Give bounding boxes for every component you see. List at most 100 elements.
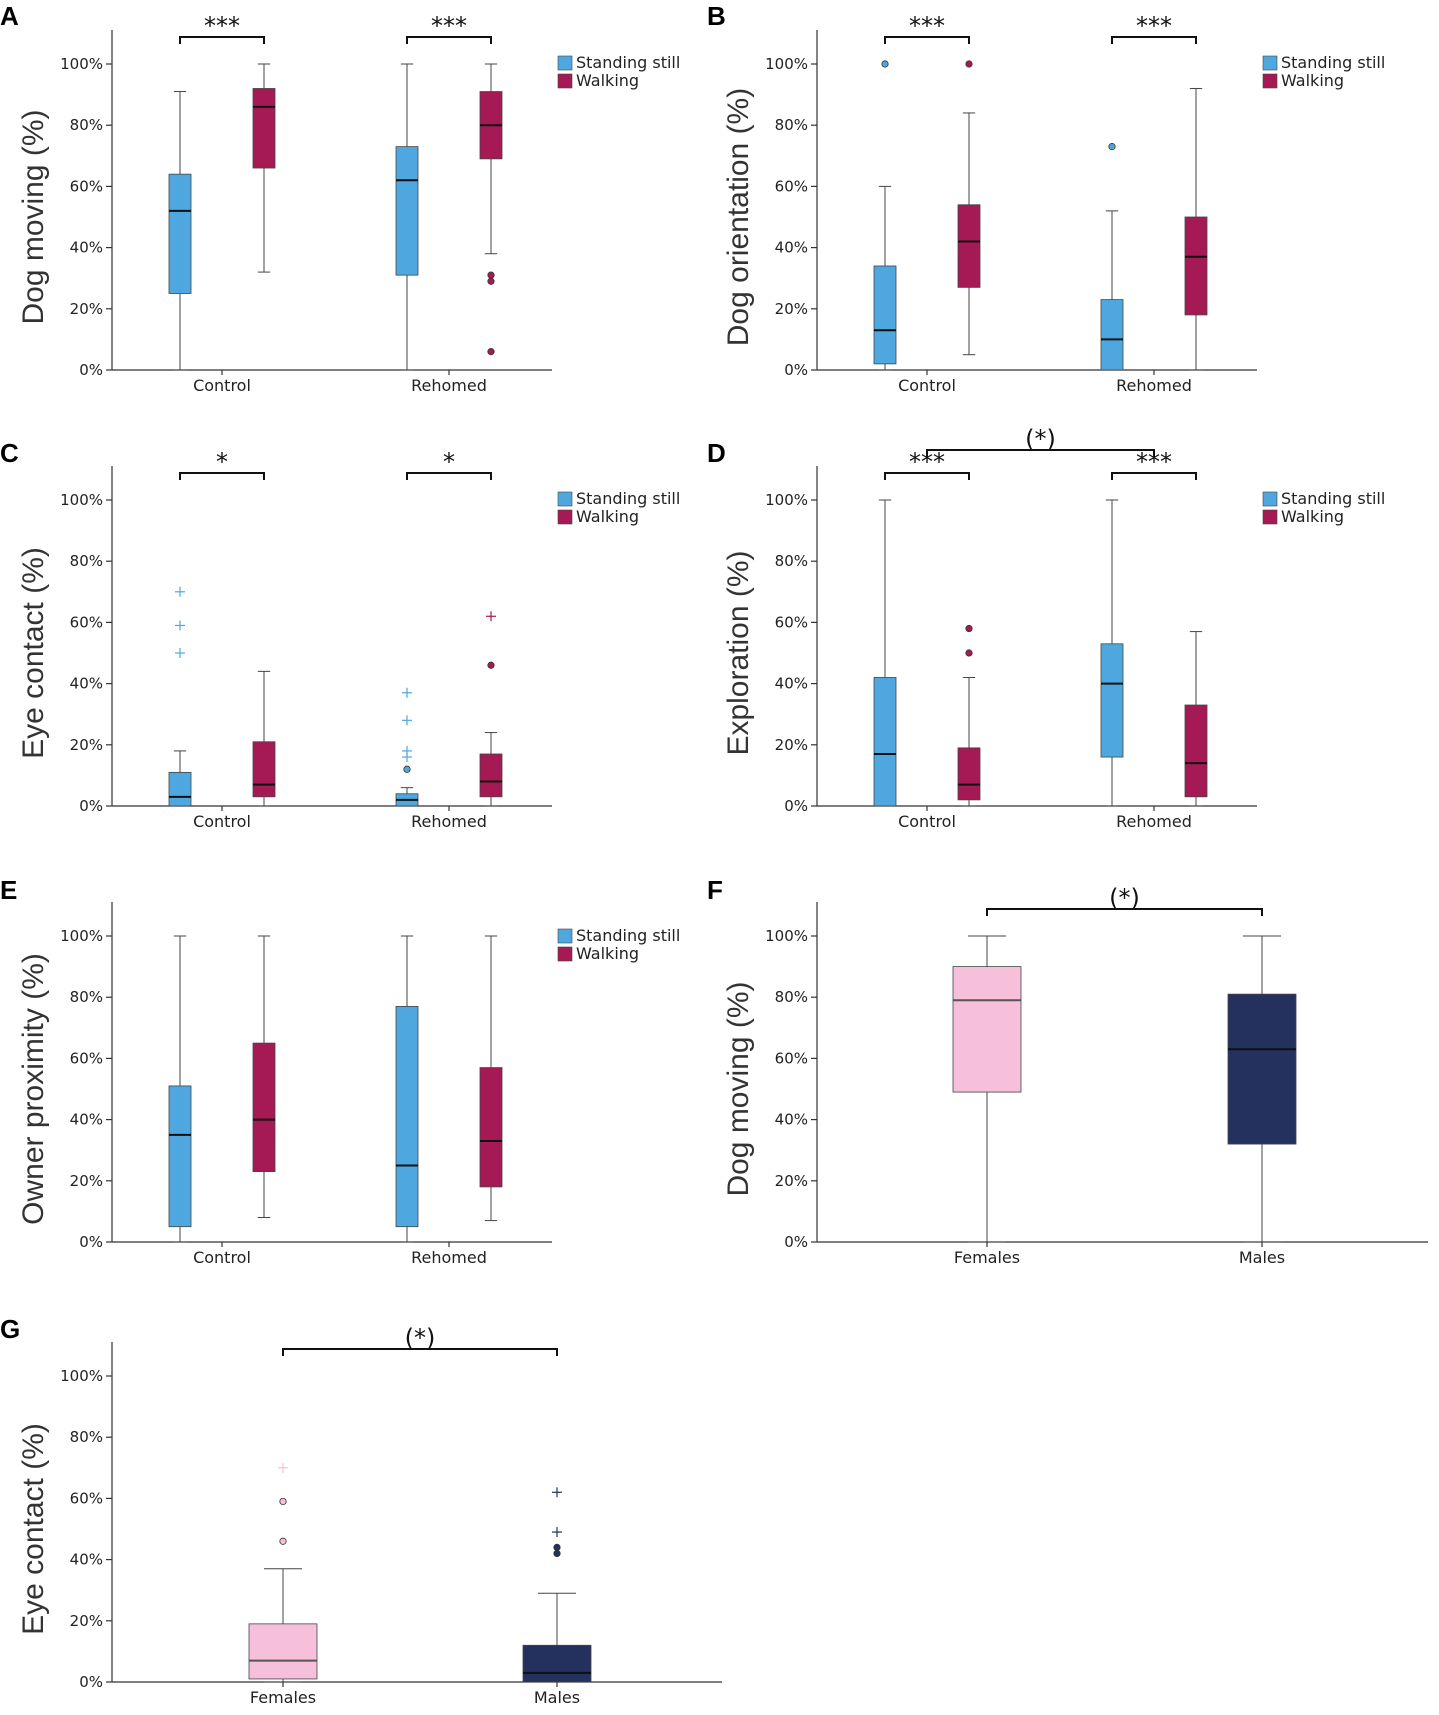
y-tick-label: 60% bbox=[70, 613, 103, 631]
y-tick-label: 20% bbox=[70, 1612, 103, 1630]
y-tick-label: 40% bbox=[70, 675, 103, 693]
outlier-plus bbox=[486, 611, 496, 622]
outlier-plus bbox=[175, 648, 185, 658]
box-iqr bbox=[168, 771, 192, 807]
box-iqr bbox=[1100, 299, 1124, 371]
significance-bracket: *** bbox=[406, 12, 492, 44]
legend-label: Standing still bbox=[1281, 53, 1385, 72]
box-standing-still-rehomed bbox=[395, 935, 419, 1243]
y-tick-label: 20% bbox=[775, 736, 808, 754]
y-tick-label: 80% bbox=[70, 1428, 103, 1446]
y-tick-label: 60% bbox=[70, 177, 103, 195]
box-walking-control bbox=[252, 670, 276, 807]
outlier-plus bbox=[175, 620, 185, 631]
box-sex-females bbox=[952, 935, 1022, 1243]
y-tick-label: 80% bbox=[70, 988, 103, 1006]
box-standing-still-control bbox=[168, 586, 192, 807]
outlier-dot bbox=[881, 60, 889, 68]
y-tick-label: 20% bbox=[70, 300, 103, 318]
significance-label: *** bbox=[431, 12, 467, 40]
y-tick-label: 80% bbox=[775, 552, 808, 570]
box-iqr bbox=[957, 747, 981, 801]
box-standing-still-rehomed bbox=[1100, 143, 1124, 371]
box-walking-rehomed bbox=[479, 63, 503, 356]
outlier-dot bbox=[965, 624, 973, 633]
panel-letter: B bbox=[707, 1, 726, 31]
box-iqr bbox=[1184, 704, 1208, 798]
box-walking-control bbox=[957, 60, 981, 356]
significance-bracket: *** bbox=[179, 12, 265, 44]
outlier-dot bbox=[553, 1543, 561, 1551]
y-axis-label: Exploration (%) bbox=[722, 550, 755, 755]
box-walking-rehomed bbox=[479, 935, 503, 1222]
box-iqr bbox=[1184, 216, 1208, 316]
box-iqr bbox=[1100, 643, 1124, 758]
outlier-dot bbox=[279, 1497, 287, 1506]
y-tick-label: 100% bbox=[765, 491, 808, 509]
y-tick-label: 40% bbox=[70, 1111, 103, 1129]
significance-bracket: *** bbox=[1111, 12, 1197, 44]
y-tick-label: 0% bbox=[79, 1233, 103, 1251]
panel-c: C 0% 20% 40% 60% 80% 100% Eye contact (%) Contro… bbox=[0, 438, 680, 831]
box-iqr bbox=[252, 741, 276, 798]
box-standing-still-control bbox=[168, 91, 192, 371]
outlier-dot bbox=[487, 661, 495, 669]
y-tick-label: 20% bbox=[775, 1172, 808, 1190]
significance-bracket: (*) bbox=[986, 884, 1263, 916]
y-tick-label: 60% bbox=[70, 1489, 103, 1507]
box-standing-still-rehomed bbox=[1100, 499, 1124, 807]
legend-label: Standing still bbox=[576, 53, 680, 72]
bracket-line bbox=[986, 908, 1263, 916]
legend-label: Walking bbox=[576, 71, 639, 90]
box-walking-control bbox=[957, 624, 981, 807]
y-tick-label: 20% bbox=[70, 1172, 103, 1190]
bracket-line bbox=[884, 472, 970, 480]
legend-swatch bbox=[1262, 55, 1278, 71]
y-tick-label: 80% bbox=[70, 116, 103, 134]
box-iqr bbox=[252, 88, 276, 169]
significance-label: * bbox=[216, 448, 228, 476]
y-tick-label: 20% bbox=[775, 300, 808, 318]
outlier-dot bbox=[279, 1537, 287, 1545]
significance-bracket: * bbox=[179, 448, 265, 480]
y-tick-label: 40% bbox=[775, 675, 808, 693]
box-sex-females bbox=[248, 1462, 318, 1683]
legend-label: Walking bbox=[1281, 71, 1344, 90]
significance-label: * bbox=[443, 448, 455, 476]
y-axis-label: Eye contact (%) bbox=[17, 547, 50, 759]
panel-b: B 0% 20% 40% 60% 80% 100% Dog orientation (%) Co… bbox=[707, 1, 1385, 395]
box-iqr bbox=[1227, 993, 1297, 1145]
box-iqr bbox=[479, 753, 503, 798]
box-iqr bbox=[957, 204, 981, 288]
y-tick-label: 100% bbox=[60, 491, 103, 509]
x-tick-label: Females bbox=[250, 1688, 316, 1707]
y-tick-label: 80% bbox=[775, 988, 808, 1006]
bracket-line bbox=[406, 472, 492, 480]
x-tick-label: Rehomed bbox=[411, 812, 487, 831]
panel-e: E 0% 20% 40% 60% 80% 100% Owner proximity (%) Co… bbox=[0, 875, 680, 1267]
box-walking-control bbox=[252, 935, 276, 1219]
outlier-plus bbox=[402, 715, 412, 726]
box-iqr bbox=[522, 1644, 592, 1683]
y-tick-label: 40% bbox=[775, 1111, 808, 1129]
x-tick-label: Control bbox=[193, 812, 251, 831]
y-tick-label: 0% bbox=[79, 361, 103, 379]
legend-swatch bbox=[557, 928, 573, 944]
box-walking-rehomed bbox=[1184, 87, 1208, 371]
significance-bracket: (*) bbox=[926, 425, 1155, 457]
y-tick-label: 80% bbox=[70, 552, 103, 570]
y-tick-label: 80% bbox=[775, 116, 808, 134]
outlier-dot bbox=[487, 271, 495, 279]
box-sex-males bbox=[522, 1487, 592, 1683]
panel-g: G 0% 20% 40% 60% 80% 100% Eye contact (%) Female… bbox=[0, 1314, 722, 1707]
y-axis-label: Dog moving (%) bbox=[17, 109, 50, 324]
box-sex-males bbox=[1227, 935, 1297, 1243]
significance-bracket: * bbox=[406, 448, 492, 480]
box-standing-still-rehomed bbox=[395, 687, 419, 807]
legend-label: Walking bbox=[576, 507, 639, 526]
bracket-line bbox=[926, 449, 1155, 457]
legend-swatch bbox=[557, 946, 573, 962]
